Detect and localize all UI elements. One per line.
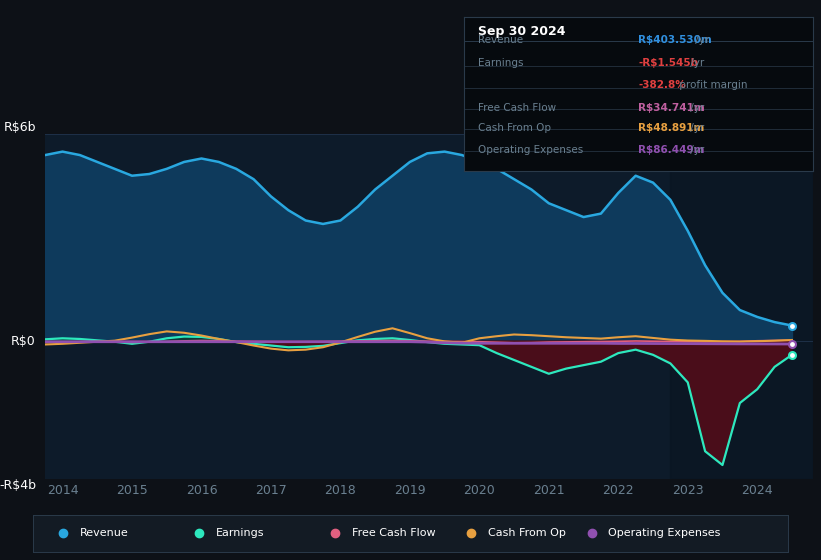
Text: profit margin: profit margin [677, 80, 748, 90]
Text: /yr: /yr [687, 58, 704, 68]
Text: R$403.530m: R$403.530m [639, 35, 712, 45]
Text: R$0: R$0 [11, 334, 36, 348]
Text: -R$1.545b: -R$1.545b [639, 58, 699, 68]
Text: Operating Expenses: Operating Expenses [608, 529, 721, 538]
Text: Earnings: Earnings [478, 58, 523, 68]
Text: -R$4b: -R$4b [0, 479, 36, 492]
Text: Free Cash Flow: Free Cash Flow [351, 529, 435, 538]
Text: Revenue: Revenue [80, 529, 128, 538]
Text: Cash From Op: Cash From Op [488, 529, 566, 538]
Text: Operating Expenses: Operating Expenses [478, 144, 583, 155]
Text: /yr: /yr [687, 144, 704, 155]
Text: Revenue: Revenue [478, 35, 523, 45]
Text: Cash From Op: Cash From Op [478, 123, 551, 133]
Bar [671, 134, 813, 479]
Text: Sep 30 2024: Sep 30 2024 [478, 25, 566, 38]
Text: R$6b: R$6b [3, 122, 36, 134]
Text: Earnings: Earnings [216, 529, 264, 538]
Text: /yr: /yr [687, 103, 704, 113]
Text: /yr: /yr [687, 123, 704, 133]
Text: -382.8%: -382.8% [639, 80, 686, 90]
Text: R$48.891m: R$48.891m [639, 123, 704, 133]
Text: /yr: /yr [692, 35, 709, 45]
Text: R$34.741m: R$34.741m [639, 103, 705, 113]
Text: Free Cash Flow: Free Cash Flow [478, 103, 556, 113]
Text: R$86.449m: R$86.449m [639, 144, 704, 155]
